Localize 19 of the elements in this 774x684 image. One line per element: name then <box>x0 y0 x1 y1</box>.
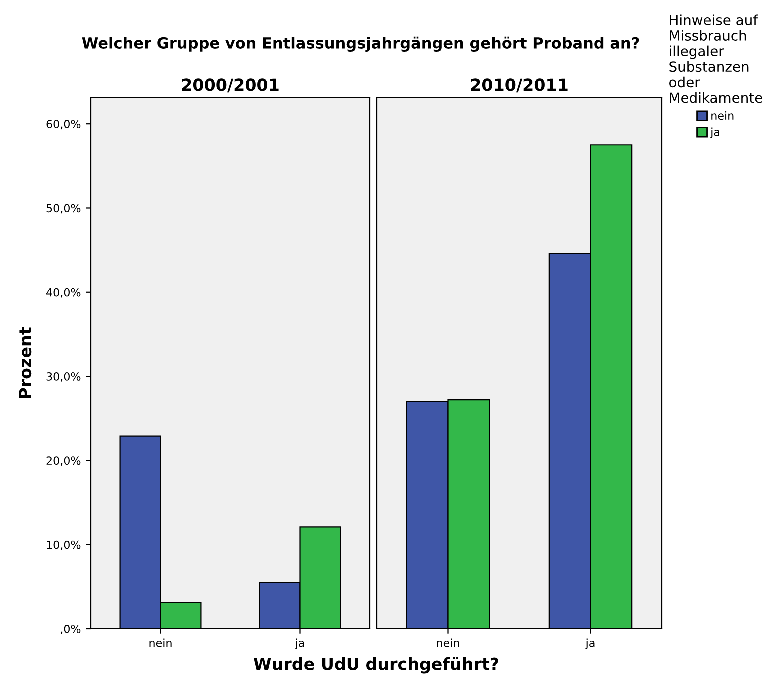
chart-title: Welcher Gruppe von Entlassungsjahrgängen gehört Proband an? <box>82 36 640 52</box>
x-tick-label: nein <box>437 638 460 648</box>
x-tick-label: ja <box>295 638 304 650</box>
x-axis-title: Wurde UdU durchgeführt? <box>254 657 498 674</box>
legend-label: ja <box>710 128 720 139</box>
y-axis-title: Prozent <box>19 328 32 398</box>
y-tick-label: 40,0% <box>46 288 81 298</box>
y-tick-label: 20,0% <box>46 456 81 466</box>
legend-label: nein <box>712 111 734 120</box>
y-tick-label: 10,0% <box>47 540 81 550</box>
y-tick-label: 30,0% <box>46 372 81 382</box>
x-tick-label: nein <box>150 638 172 648</box>
x-tick-label: ja <box>586 638 595 650</box>
chart-subtitle: 2000/2001 <box>182 78 279 93</box>
y-tick-label: 50,0% <box>46 204 81 214</box>
y-tick-label: ,0% <box>60 624 81 635</box>
chart-subtitle: 2010/2011 <box>471 78 568 93</box>
y-tick-label: 60,0% <box>46 120 81 130</box>
legend-title: Hinweise auf Missbrauch illegaler Substanzen oder Medikamente <box>670 14 762 104</box>
